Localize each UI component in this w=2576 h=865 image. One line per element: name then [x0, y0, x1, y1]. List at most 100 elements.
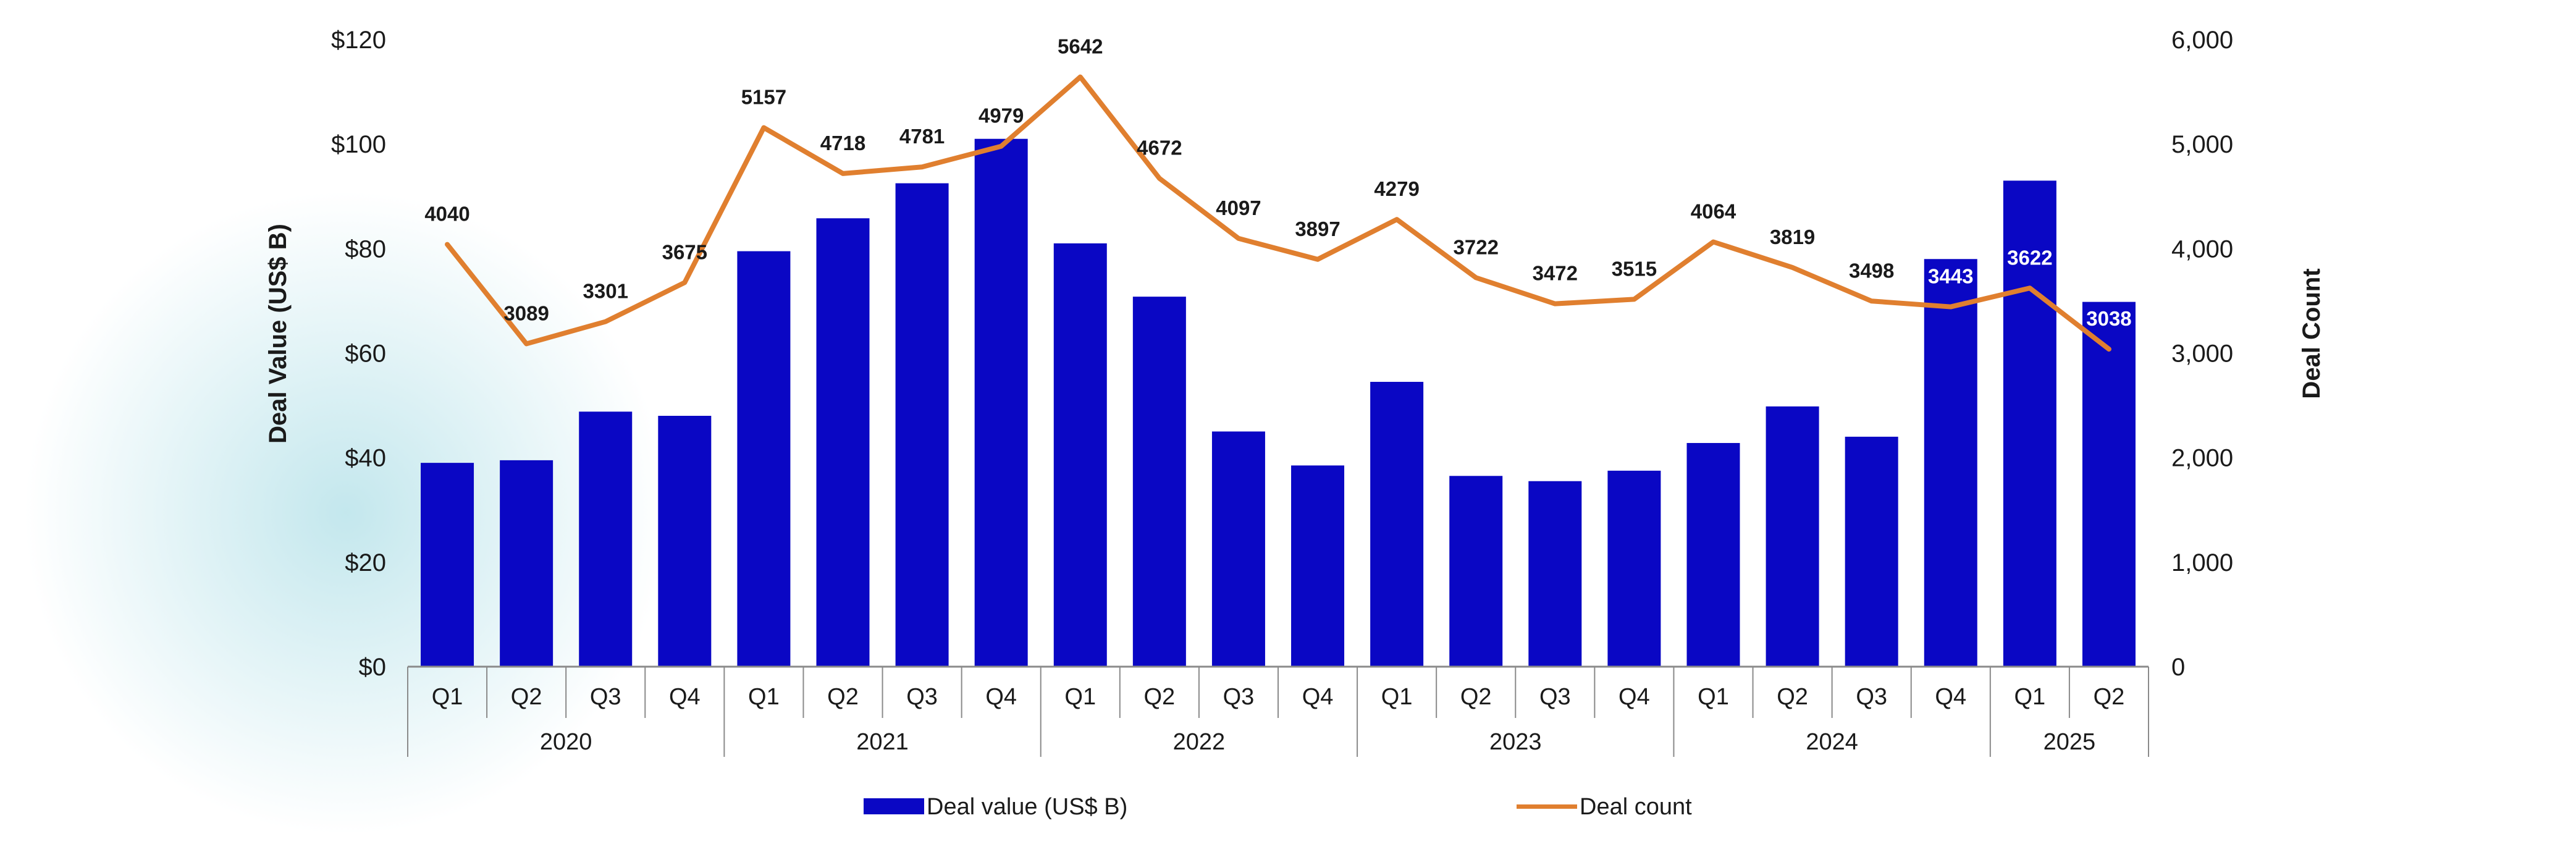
bar [421, 463, 474, 667]
bar [1686, 442, 1740, 667]
deal-count-label: 3498 [1849, 259, 1894, 282]
bar [500, 460, 554, 667]
y-tick-label: $20 [345, 549, 386, 576]
deal-count-label: 4279 [1374, 177, 1419, 200]
x-tick-label: Q2 [2094, 684, 2125, 710]
deal-count-label: 3622 [2007, 246, 2052, 269]
bar [1370, 382, 1424, 667]
bar [895, 183, 949, 667]
y-tick-label: $40 [345, 445, 386, 472]
category-axis: Q1 Q2 Q3 Q4 Q1 Q2 Q3 Q4 Q1 Q2 Q3 Q4 Q1 Q2 Q3 Q4 Q1 Q2 Q3 Q4… [407, 665, 2149, 757]
year-label: 2024 [1806, 729, 1858, 755]
year-label: 2025 [2044, 729, 2096, 755]
right-axis: 0 1,000 2,000 3,000 4,000 5,000 6,000 [2171, 27, 2233, 681]
bar [1053, 243, 1107, 667]
bar-series [421, 138, 2136, 667]
y2-tick-label: 2,000 [2171, 445, 2233, 472]
y-tick-label: $120 [331, 27, 386, 54]
bar [974, 138, 1028, 667]
deal-count-label: 4718 [820, 132, 865, 154]
legend-label-bar: Deal value (US$ B) [927, 794, 1127, 820]
year-label: 2021 [856, 729, 909, 755]
legend-label-line: Deal count [1580, 794, 1692, 820]
bar [1766, 406, 1819, 667]
x-tick-label: Q4 [669, 684, 701, 710]
deal-count-label: 3443 [1928, 265, 1973, 288]
deal-count-label: 3089 [503, 302, 549, 324]
legend-swatch-line [1517, 804, 1577, 809]
y-tick-label: $80 [345, 235, 386, 263]
deal-count-label: 3819 [1770, 226, 1815, 248]
background-glow [25, 192, 667, 834]
deal-count-label: 4040 [424, 203, 469, 226]
x-tick-label: Q4 [1302, 684, 1334, 710]
y2-tick-label: 6,000 [2171, 27, 2233, 54]
deal-count-label: 3301 [583, 280, 628, 303]
legend-swatch-bar [864, 798, 924, 814]
bar [737, 251, 791, 667]
line-data-labels: 4040 3089 3301 3675 5157 4718 4781 4979 5642 4672… [424, 35, 2131, 331]
deal-count-label: 4672 [1137, 137, 1182, 159]
x-tick-label: Q2 [1460, 684, 1492, 710]
bar [1924, 259, 1977, 667]
deal-count-label: 4979 [979, 104, 1024, 127]
y2-tick-label: 3,000 [2171, 340, 2233, 368]
bar [1291, 465, 1345, 667]
y2-tick-label: 1,000 [2171, 549, 2233, 576]
y-axis-title: Deal Value (US$ B) [264, 224, 292, 444]
year-label: 2020 [540, 729, 592, 755]
x-tick-label: Q1 [1064, 684, 1096, 710]
x-tick-label: Q4 [1618, 684, 1650, 710]
year-label: 2023 [1489, 729, 1542, 755]
y2-tick-label: 0 [2171, 654, 2185, 681]
bar [2003, 180, 2056, 667]
x-tick-label: Q1 [1698, 684, 1729, 710]
bar [1528, 481, 1582, 667]
deal-count-label: 3515 [1612, 257, 1657, 280]
y-tick-label: $100 [331, 131, 386, 158]
bar [816, 218, 870, 667]
bar [2082, 302, 2136, 667]
deal-count-label: 3038 [2086, 307, 2131, 330]
x-tick-label: Q1 [748, 684, 780, 710]
x-tick-label: Q3 [1539, 684, 1571, 710]
x-tick-label: Q2 [827, 684, 859, 710]
x-tick-label: Q2 [1144, 684, 1176, 710]
y-tick-label: $60 [345, 340, 386, 368]
y2-tick-label: 5,000 [2171, 131, 2233, 158]
x-tick-label: Q1 [1381, 684, 1413, 710]
deal-count-label: 3897 [1295, 217, 1340, 240]
x-tick-label: Q1 [432, 684, 463, 710]
legend: Deal value (US$ B) Deal count [864, 794, 1692, 820]
x-tick-label: Q3 [590, 684, 621, 710]
year-label: 2022 [1173, 729, 1226, 755]
deal-count-label: 5157 [741, 86, 786, 109]
bar [579, 411, 633, 667]
bar [658, 416, 712, 667]
x-tick-label: Q3 [906, 684, 938, 710]
deal-count-label: 4781 [899, 125, 945, 148]
line-series [445, 74, 2111, 352]
bar [1449, 476, 1503, 667]
deal-count-label: 4097 [1216, 196, 1261, 219]
deal-count-label: 5642 [1058, 35, 1103, 58]
bar [1607, 470, 1661, 667]
deal-count-label: 3722 [1454, 235, 1499, 258]
y2-axis-title: Deal Count [2298, 268, 2325, 399]
y2-tick-label: 4,000 [2171, 235, 2233, 263]
deal-count-label: 4064 [1691, 200, 1736, 223]
left-axis: $0 $20 $40 $60 $80 $100 $120 [331, 27, 386, 681]
x-tick-label: Q1 [2014, 684, 2046, 710]
bar [1132, 297, 1186, 667]
deal-count-line [445, 74, 2111, 352]
x-tick-label: Q3 [1223, 684, 1255, 710]
bar [1211, 431, 1265, 667]
y-tick-label: $0 [359, 654, 387, 681]
x-tick-label: Q3 [1856, 684, 1887, 710]
x-tick-label: Q4 [985, 684, 1017, 710]
deal-count-label: 3472 [1533, 262, 1578, 285]
x-tick-label: Q4 [1935, 684, 1966, 710]
x-tick-label: Q2 [511, 684, 542, 710]
